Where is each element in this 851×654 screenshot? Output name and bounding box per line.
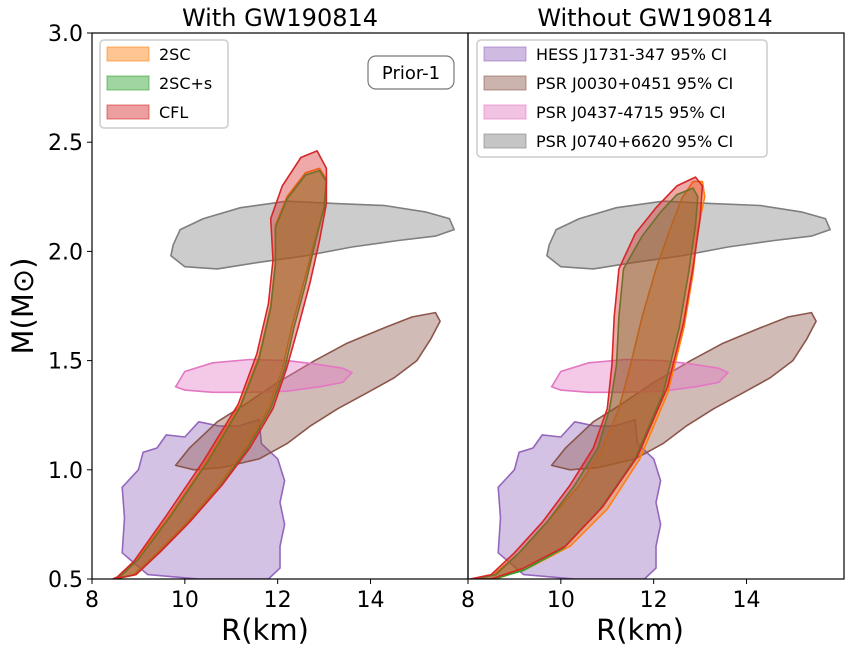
legend-label-j0030: PSR J0030+0451 95% CI xyxy=(536,74,733,93)
legend-swatch-hess xyxy=(483,46,527,62)
region-hess-j1731-347-95-ci xyxy=(497,418,662,579)
legend-label-2sc-s: 2SC+s xyxy=(159,74,212,93)
x-tick-label: 14 xyxy=(357,588,385,613)
x-tick-label: 14 xyxy=(733,588,761,613)
region-2sc xyxy=(471,180,706,579)
x-axis-label: R(km) xyxy=(596,613,684,647)
legend-swatch-cfl xyxy=(106,104,150,120)
legend-swatch-2sc xyxy=(106,46,150,62)
x-ticks: 8 10 12 14 xyxy=(85,579,385,613)
legend-box xyxy=(476,39,768,158)
y-tick-label: 0.5 xyxy=(48,568,83,593)
region-psr-j0740-6620-95-ci xyxy=(546,200,831,270)
region-psr-j0437-4715-95-ci xyxy=(550,358,729,394)
y-axis-label: M(M⊙) xyxy=(6,258,40,355)
x-tick-label: 10 xyxy=(171,588,199,613)
panel-title: With GW190814 xyxy=(182,4,378,32)
prior-annotation-text: Prior-1 xyxy=(382,63,440,84)
legend-label-j0740: PSR J0740+6620 95% CI xyxy=(536,132,733,151)
region-psr-j0030-0451-95-ci xyxy=(550,311,817,471)
x-axis-label: R(km) xyxy=(221,613,309,647)
panel-with-gw190814: With GW190814 8 10 12 14 0.5 1.0 1.5 2.0 2.5 3.0… xyxy=(6,4,469,647)
y-tick-label: 1.5 xyxy=(48,350,83,375)
region-2sc xyxy=(114,167,328,579)
region-psr-j0740-6620-95-ci xyxy=(170,200,455,270)
legend-swatch-2sc-s xyxy=(106,75,150,91)
y-tick-label: 1.0 xyxy=(48,459,83,484)
region-hess-j1731-347-95-ci xyxy=(121,418,286,579)
panel-frame xyxy=(467,32,845,580)
x-ticks: 8 10 12 14 xyxy=(461,579,761,613)
panel-regions xyxy=(469,176,831,579)
x-tick-label: 12 xyxy=(640,588,668,613)
region-cfl xyxy=(112,150,328,579)
x-tick-label: 8 xyxy=(461,588,475,613)
panel-title: Without GW190814 xyxy=(537,4,772,32)
region-psr-j0030-0451-95-ci xyxy=(174,311,441,471)
panel-without-gw190814: Without GW190814 8 10 12 14 R(km) HESS J173… xyxy=(461,4,845,647)
prior-annotation: Prior-1 xyxy=(367,55,455,90)
x-tick-label: 10 xyxy=(547,588,575,613)
legend-label-j0437: PSR J0437-4715 95% CI xyxy=(536,103,726,122)
legend-box xyxy=(99,39,229,129)
y-ticks: 0.5 1.0 1.5 2.0 2.5 3.0 xyxy=(48,22,92,593)
legend-label-2sc: 2SC xyxy=(159,45,191,64)
x-tick-label: 8 xyxy=(85,588,99,613)
x-tick-label: 12 xyxy=(264,588,292,613)
legend-label-cfl: CFL xyxy=(159,103,188,122)
legend: HESS J1731-347 95% CI PSR J0030+0451 95%… xyxy=(476,39,768,158)
region-psr-j0437-4715-95-ci xyxy=(174,358,353,394)
legend-swatch-j0030 xyxy=(483,75,527,91)
panel-regions xyxy=(112,150,455,579)
legend: 2SC 2SC+s CFL xyxy=(99,39,229,129)
y-tick-label: 2.5 xyxy=(48,131,83,156)
y-tick-label: 2.0 xyxy=(48,240,83,265)
prior-annotation-box xyxy=(367,55,455,90)
legend-label-hess: HESS J1731-347 95% CI xyxy=(536,45,727,64)
legend-swatch-j0740 xyxy=(483,133,527,149)
y-tick-label: 3.0 xyxy=(48,22,83,47)
region-cfl xyxy=(469,176,704,579)
legend-swatch-j0437 xyxy=(483,104,527,120)
